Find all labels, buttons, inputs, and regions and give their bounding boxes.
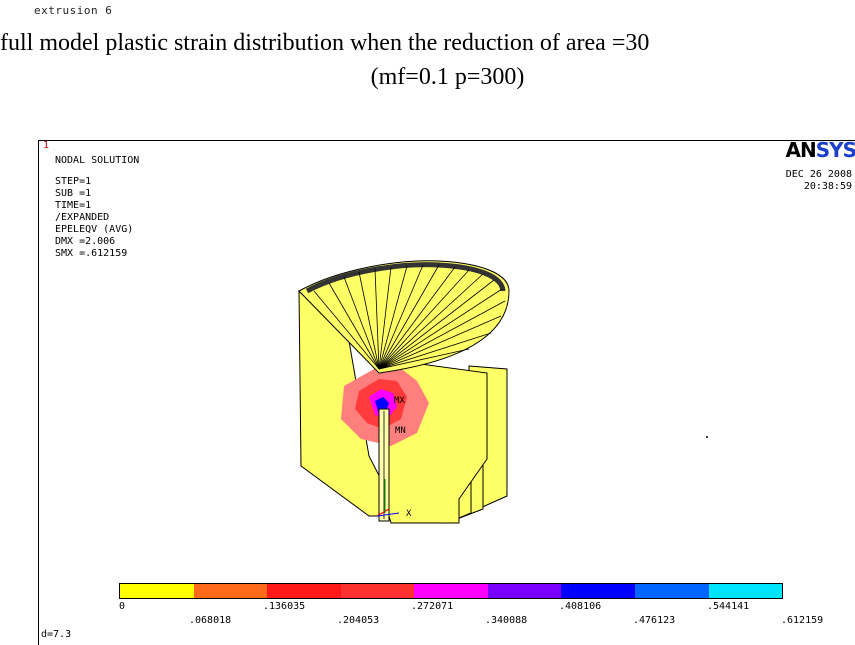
legend-color-segment	[634, 584, 709, 598]
mn-marker: MN	[395, 426, 406, 436]
stray-dot	[706, 436, 708, 438]
ansys-logo: ANSYS	[785, 138, 855, 162]
info-line: STEP=1	[55, 176, 92, 187]
legend-color-segment	[267, 584, 341, 598]
plot-time: 20:38:59	[803, 181, 852, 192]
distance-readout: d=7.3	[41, 629, 72, 640]
coordinate-triad: X	[376, 479, 412, 519]
legend-label: .068018	[189, 615, 232, 626]
legend-color-segment	[340, 584, 415, 598]
legend-label: .544141	[707, 601, 750, 612]
logo-text-an: AN	[785, 138, 816, 162]
info-line: DMX =2.006	[55, 236, 116, 247]
legend-label: .272071	[411, 601, 454, 612]
legend-color-segment	[120, 584, 194, 598]
legend-color-segment	[708, 584, 783, 598]
figure-title-line-2: (mf=0.1 p=300)	[370, 64, 525, 90]
legend-label: .476123	[633, 615, 676, 626]
info-line: /EXPANDED	[55, 212, 110, 223]
strain-zone-core	[375, 397, 389, 411]
legend-label: .612159	[781, 615, 824, 626]
legend-color-segment	[414, 584, 488, 598]
legend-color-segment	[193, 584, 268, 598]
ansys-graphics-window: 1 NODAL SOLUTION STEP=1 SUB =1 TIME=1 /E…	[38, 138, 855, 645]
legend-label: .136035	[263, 601, 306, 612]
logo-text-sys: SYS	[815, 138, 855, 162]
window-number: 1	[43, 140, 50, 151]
legend-label: 0	[119, 601, 126, 612]
figure-title-line-1: full model plastic strain distribution w…	[0, 30, 650, 56]
figure-caption: extrusion 6	[34, 4, 113, 17]
info-line: TIME=1	[55, 200, 92, 211]
info-line: SUB =1	[55, 188, 92, 199]
plot-date: DEC 26 2008	[785, 169, 852, 180]
info-line: SMX =.612159	[55, 248, 128, 259]
solution-info-block: NODAL SOLUTION STEP=1 SUB =1 TIME=1 /EXP…	[55, 155, 139, 260]
legend-label: .408106	[559, 601, 602, 612]
model-top-mesh	[313, 264, 506, 370]
info-line: EPELEQV (AVG)	[55, 224, 134, 235]
legend-label: .340088	[485, 615, 528, 626]
axis-x-label: X	[406, 509, 412, 519]
solution-heading: NODAL SOLUTION	[55, 155, 140, 166]
contour-legend-bar	[119, 583, 783, 599]
legend-color-segment	[487, 584, 562, 598]
model-viewport: MX MN X	[298, 260, 708, 524]
legend-label: .204053	[337, 615, 380, 626]
mx-marker: MX	[394, 396, 405, 406]
timestamp-block: DEC 26 2008 20:38:59	[786, 169, 852, 193]
model-top-rim	[305, 262, 506, 294]
legend-color-segment	[561, 584, 635, 598]
